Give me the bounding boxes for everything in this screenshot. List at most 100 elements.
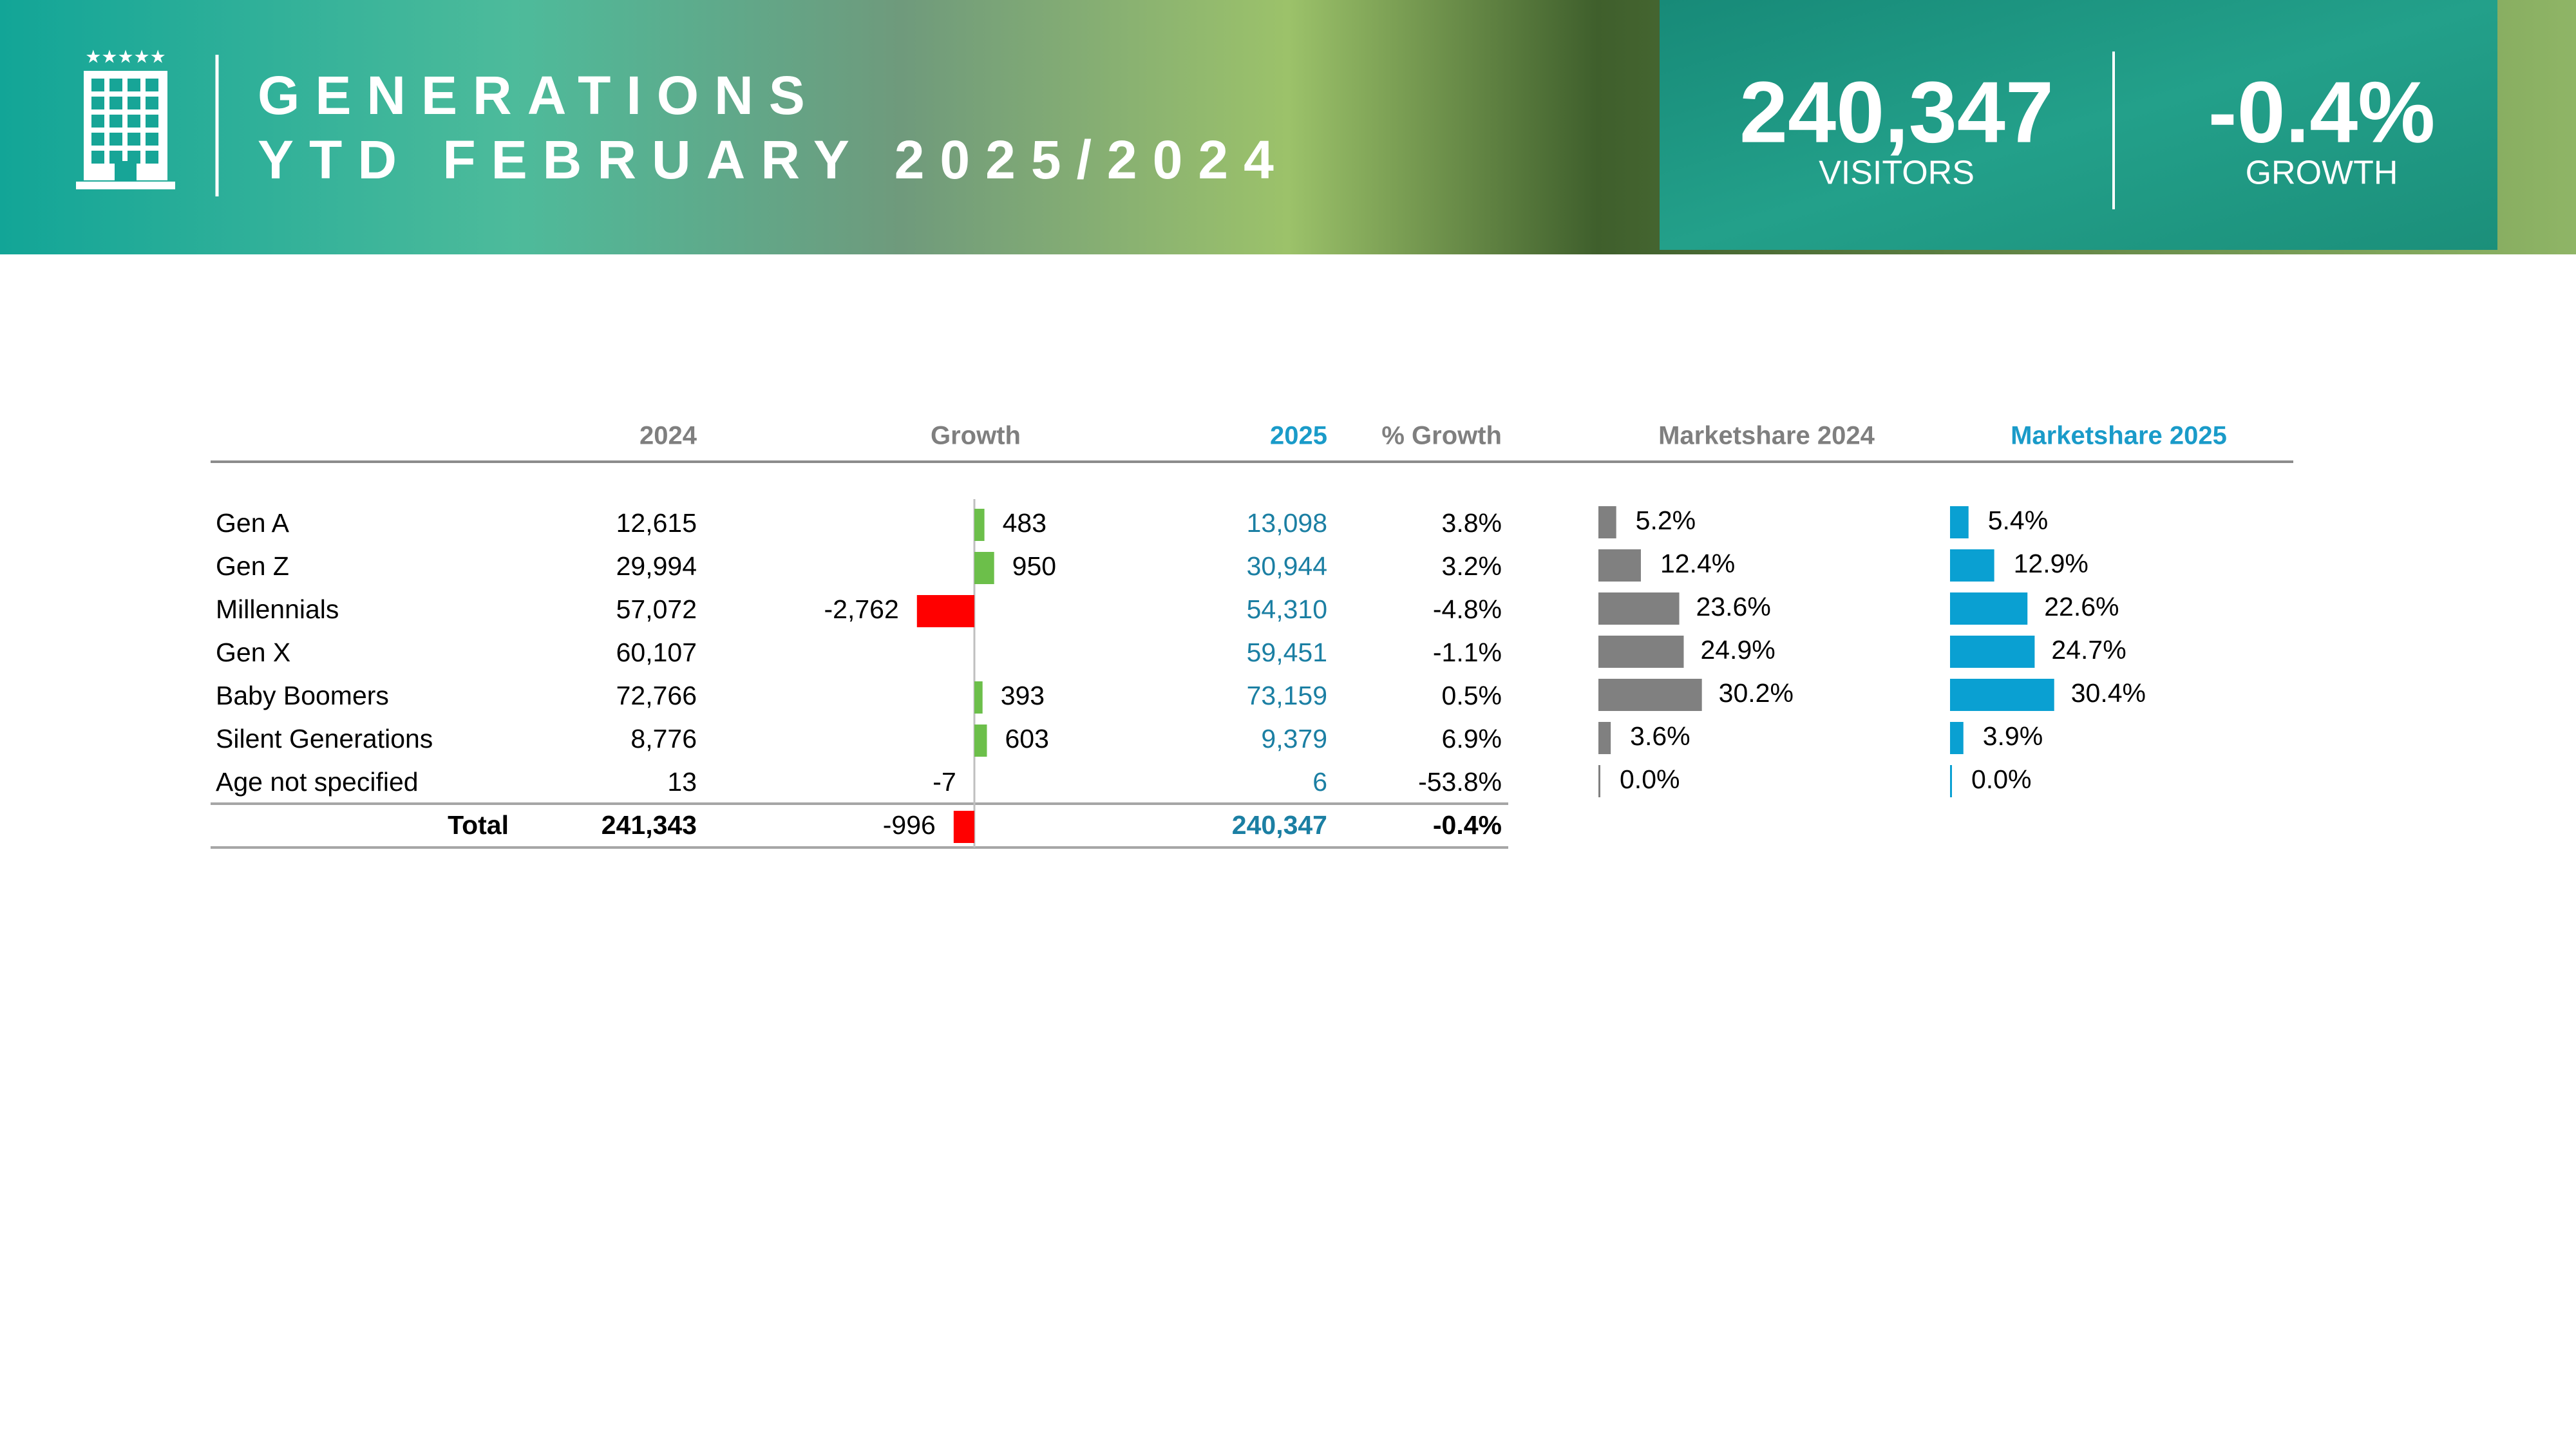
growth-value: -7 xyxy=(933,767,956,797)
icon-window xyxy=(109,79,122,91)
column-header: 2025 xyxy=(1270,422,1327,450)
share-bar xyxy=(1950,592,2028,625)
growth-value: 950 xyxy=(1012,551,1056,581)
kpi-label: GROWTH xyxy=(2246,155,2398,192)
value-2024: 57,072 xyxy=(616,594,697,624)
icon-window xyxy=(91,115,104,128)
share-bar xyxy=(1598,722,1611,754)
column-header: Marketshare 2024 xyxy=(1658,422,1875,450)
column-header: 2024 xyxy=(639,422,697,450)
share-bar xyxy=(1598,679,1702,711)
share-value: 12.4% xyxy=(1660,549,1735,578)
kpi-box xyxy=(1660,0,2497,250)
row-label: Silent Generations xyxy=(216,724,433,753)
value-2025: 59,451 xyxy=(1247,638,1327,667)
share-bar xyxy=(1598,765,1600,797)
growth-bar xyxy=(974,552,994,584)
icon-window xyxy=(109,115,122,128)
growth-value: 483 xyxy=(1003,508,1046,538)
icon-window xyxy=(146,79,158,91)
row-label: Age not specified xyxy=(216,767,419,797)
total-2024: 241,343 xyxy=(601,810,697,840)
column-header: Marketshare 2025 xyxy=(2011,422,2227,450)
row-label: Gen Z xyxy=(216,551,289,581)
value-2025: 73,159 xyxy=(1247,681,1327,710)
growth-value: -2,762 xyxy=(824,594,899,624)
icon-window xyxy=(109,133,122,146)
pct-growth: 6.9% xyxy=(1442,724,1502,753)
icon-window xyxy=(146,115,158,128)
share-value: 0.0% xyxy=(1971,764,2031,794)
growth-value: 393 xyxy=(1001,681,1045,710)
share-value: 5.2% xyxy=(1636,506,1696,535)
row-label: Baby Boomers xyxy=(216,681,389,710)
icon-window xyxy=(128,97,140,109)
icon-window xyxy=(146,97,158,109)
icon-windows xyxy=(91,79,158,164)
share-value: 3.6% xyxy=(1630,721,1690,751)
icon-window xyxy=(91,133,104,146)
icon-window xyxy=(146,151,158,164)
pct-growth: -1.1% xyxy=(1433,638,1502,667)
value-2025: 9,379 xyxy=(1261,724,1327,753)
value-2024: 72,766 xyxy=(616,681,697,710)
share-bar xyxy=(1950,549,1994,582)
share-value: 24.7% xyxy=(2051,635,2126,665)
svg-text:★★★★★: ★★★★★ xyxy=(85,46,166,66)
pct-growth: -53.8% xyxy=(1418,767,1502,797)
share-bar xyxy=(1598,592,1680,625)
icon-window xyxy=(128,133,140,146)
icon-door xyxy=(115,161,137,182)
growth-bar xyxy=(974,681,983,714)
share-bar xyxy=(1950,765,1952,797)
growth-bar xyxy=(974,509,985,541)
icon-window xyxy=(91,79,104,91)
row-label: Millennials xyxy=(216,594,339,624)
share-bar xyxy=(1598,636,1684,668)
icon-window xyxy=(128,115,140,128)
row-label: Gen A xyxy=(216,508,290,538)
icon-window xyxy=(91,97,104,109)
kpi-value: 240,347 xyxy=(1739,64,2054,161)
row-label: Gen X xyxy=(216,638,290,667)
value-2024: 29,994 xyxy=(616,551,697,581)
icon-window xyxy=(109,97,122,109)
value-2025: 6 xyxy=(1312,767,1327,797)
value-2024: 60,107 xyxy=(616,638,697,667)
total-pct: -0.4% xyxy=(1433,810,1502,840)
value-2024: 13 xyxy=(667,767,697,797)
growth-bar xyxy=(953,811,974,843)
share-bar xyxy=(1950,679,2054,711)
pct-growth: 3.8% xyxy=(1442,508,1502,538)
share-bar xyxy=(1950,636,2035,668)
share-value: 30.4% xyxy=(2071,678,2146,708)
share-value: 24.9% xyxy=(1700,635,1775,665)
subtitle: YTD FEBRUARY 2025/2024 xyxy=(258,129,1289,190)
share-value: 5.4% xyxy=(1988,506,2048,535)
share-value: 22.6% xyxy=(2044,592,2119,621)
value-2024: 12,615 xyxy=(616,508,697,538)
growth-bar xyxy=(916,595,974,627)
icon-window xyxy=(128,79,140,91)
share-value: 30.2% xyxy=(1719,678,1794,708)
pct-growth: 0.5% xyxy=(1442,681,1502,710)
share-bar xyxy=(1598,549,1641,582)
column-header: % Growth xyxy=(1381,422,1502,450)
share-bar xyxy=(1598,506,1616,538)
share-bar xyxy=(1950,722,1964,754)
total-label: Total xyxy=(448,810,509,840)
pct-growth: 3.2% xyxy=(1442,551,1502,581)
title: GENERATIONS xyxy=(258,65,820,126)
value-2025: 30,944 xyxy=(1247,551,1327,581)
share-bar xyxy=(1950,506,1969,538)
value-2025: 13,098 xyxy=(1247,508,1327,538)
share-value: 0.0% xyxy=(1620,764,1680,794)
pct-growth: -4.8% xyxy=(1433,594,1502,624)
share-value: 12.9% xyxy=(2014,549,2088,578)
kpi-value: -0.4% xyxy=(2208,64,2436,161)
icon-window xyxy=(109,151,122,164)
total-2025: 240,347 xyxy=(1232,810,1327,840)
share-value: 3.9% xyxy=(1983,721,2043,751)
